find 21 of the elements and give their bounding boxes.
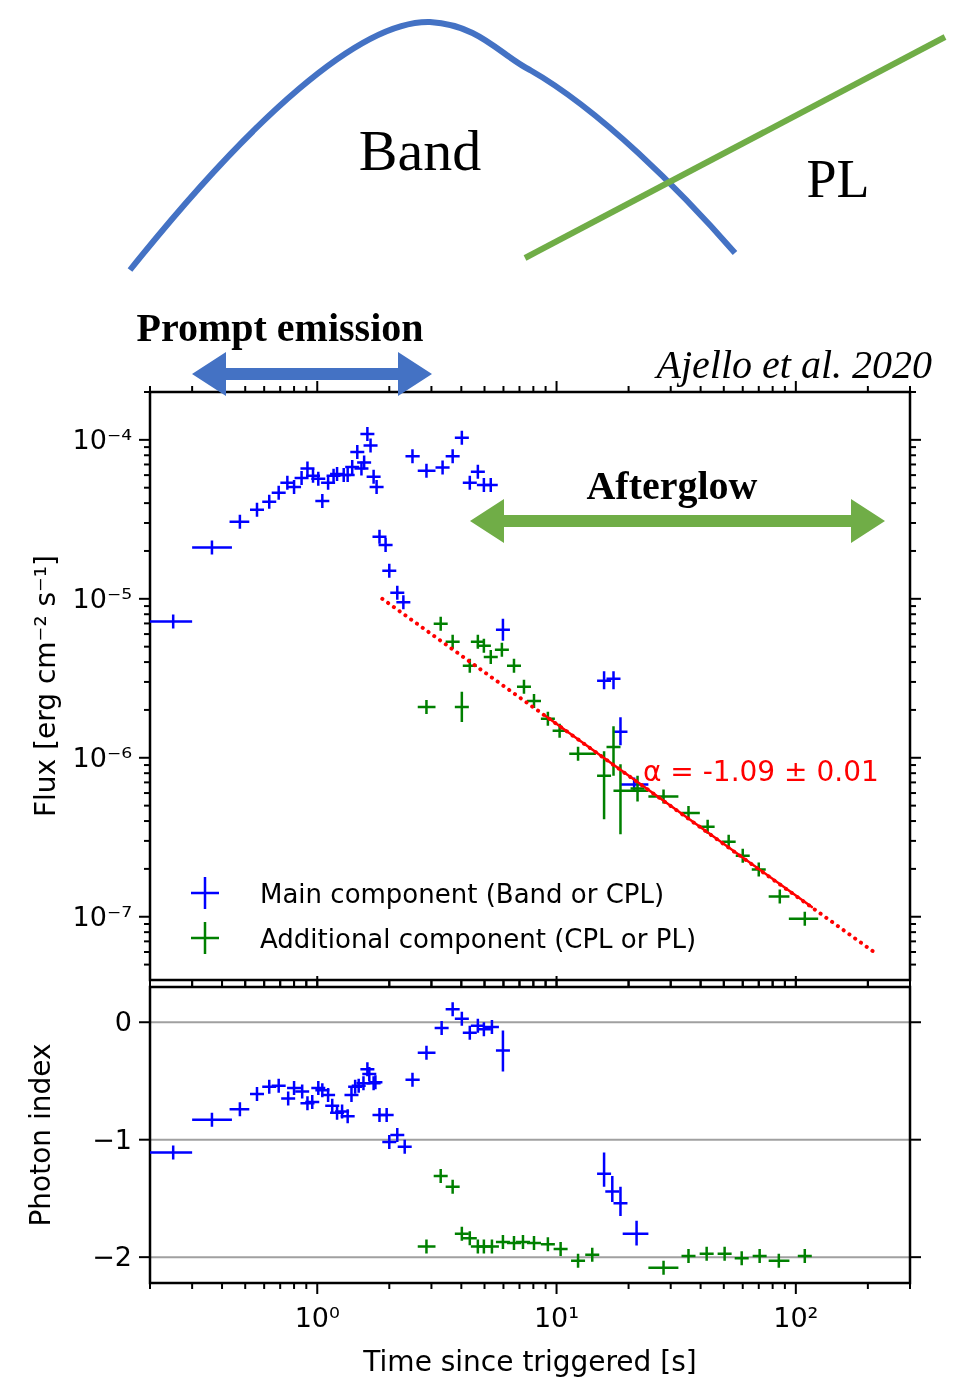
text: Prompt emission — [136, 305, 424, 350]
y-tick-label: 10⁻⁷ — [72, 900, 132, 932]
annotation: α = -1.09 ± 0.01 — [643, 755, 879, 788]
x-tick-label: 10¹ — [533, 1302, 580, 1333]
x-axis-title: Time since triggered [s] — [362, 1345, 697, 1378]
y-tick-label: −2 — [92, 1241, 132, 1273]
x-tick-label: 10² — [773, 1302, 819, 1333]
y-axis-title: Flux [erg cm⁻² s⁻¹] — [29, 554, 62, 818]
text: Ajello et al. 2020 — [653, 342, 932, 387]
text: PL — [806, 149, 870, 209]
annotation: Afterglow — [586, 463, 758, 508]
y-axis-title: Photon index — [24, 1043, 57, 1227]
text: Band — [358, 118, 482, 183]
y-tick-label: 10⁻⁵ — [72, 582, 132, 614]
x-tick-label: 10⁰ — [294, 1302, 340, 1333]
legend-label: Additional component (CPL or PL) — [260, 924, 697, 954]
y-tick-label: 10⁻⁴ — [72, 423, 132, 455]
y-tick-label: 0 — [114, 1006, 132, 1038]
y-tick-label: −1 — [92, 1123, 132, 1155]
y-tick-label: 10⁻⁶ — [72, 741, 132, 773]
legend-label: Main component (Band or CPL) — [260, 879, 665, 909]
